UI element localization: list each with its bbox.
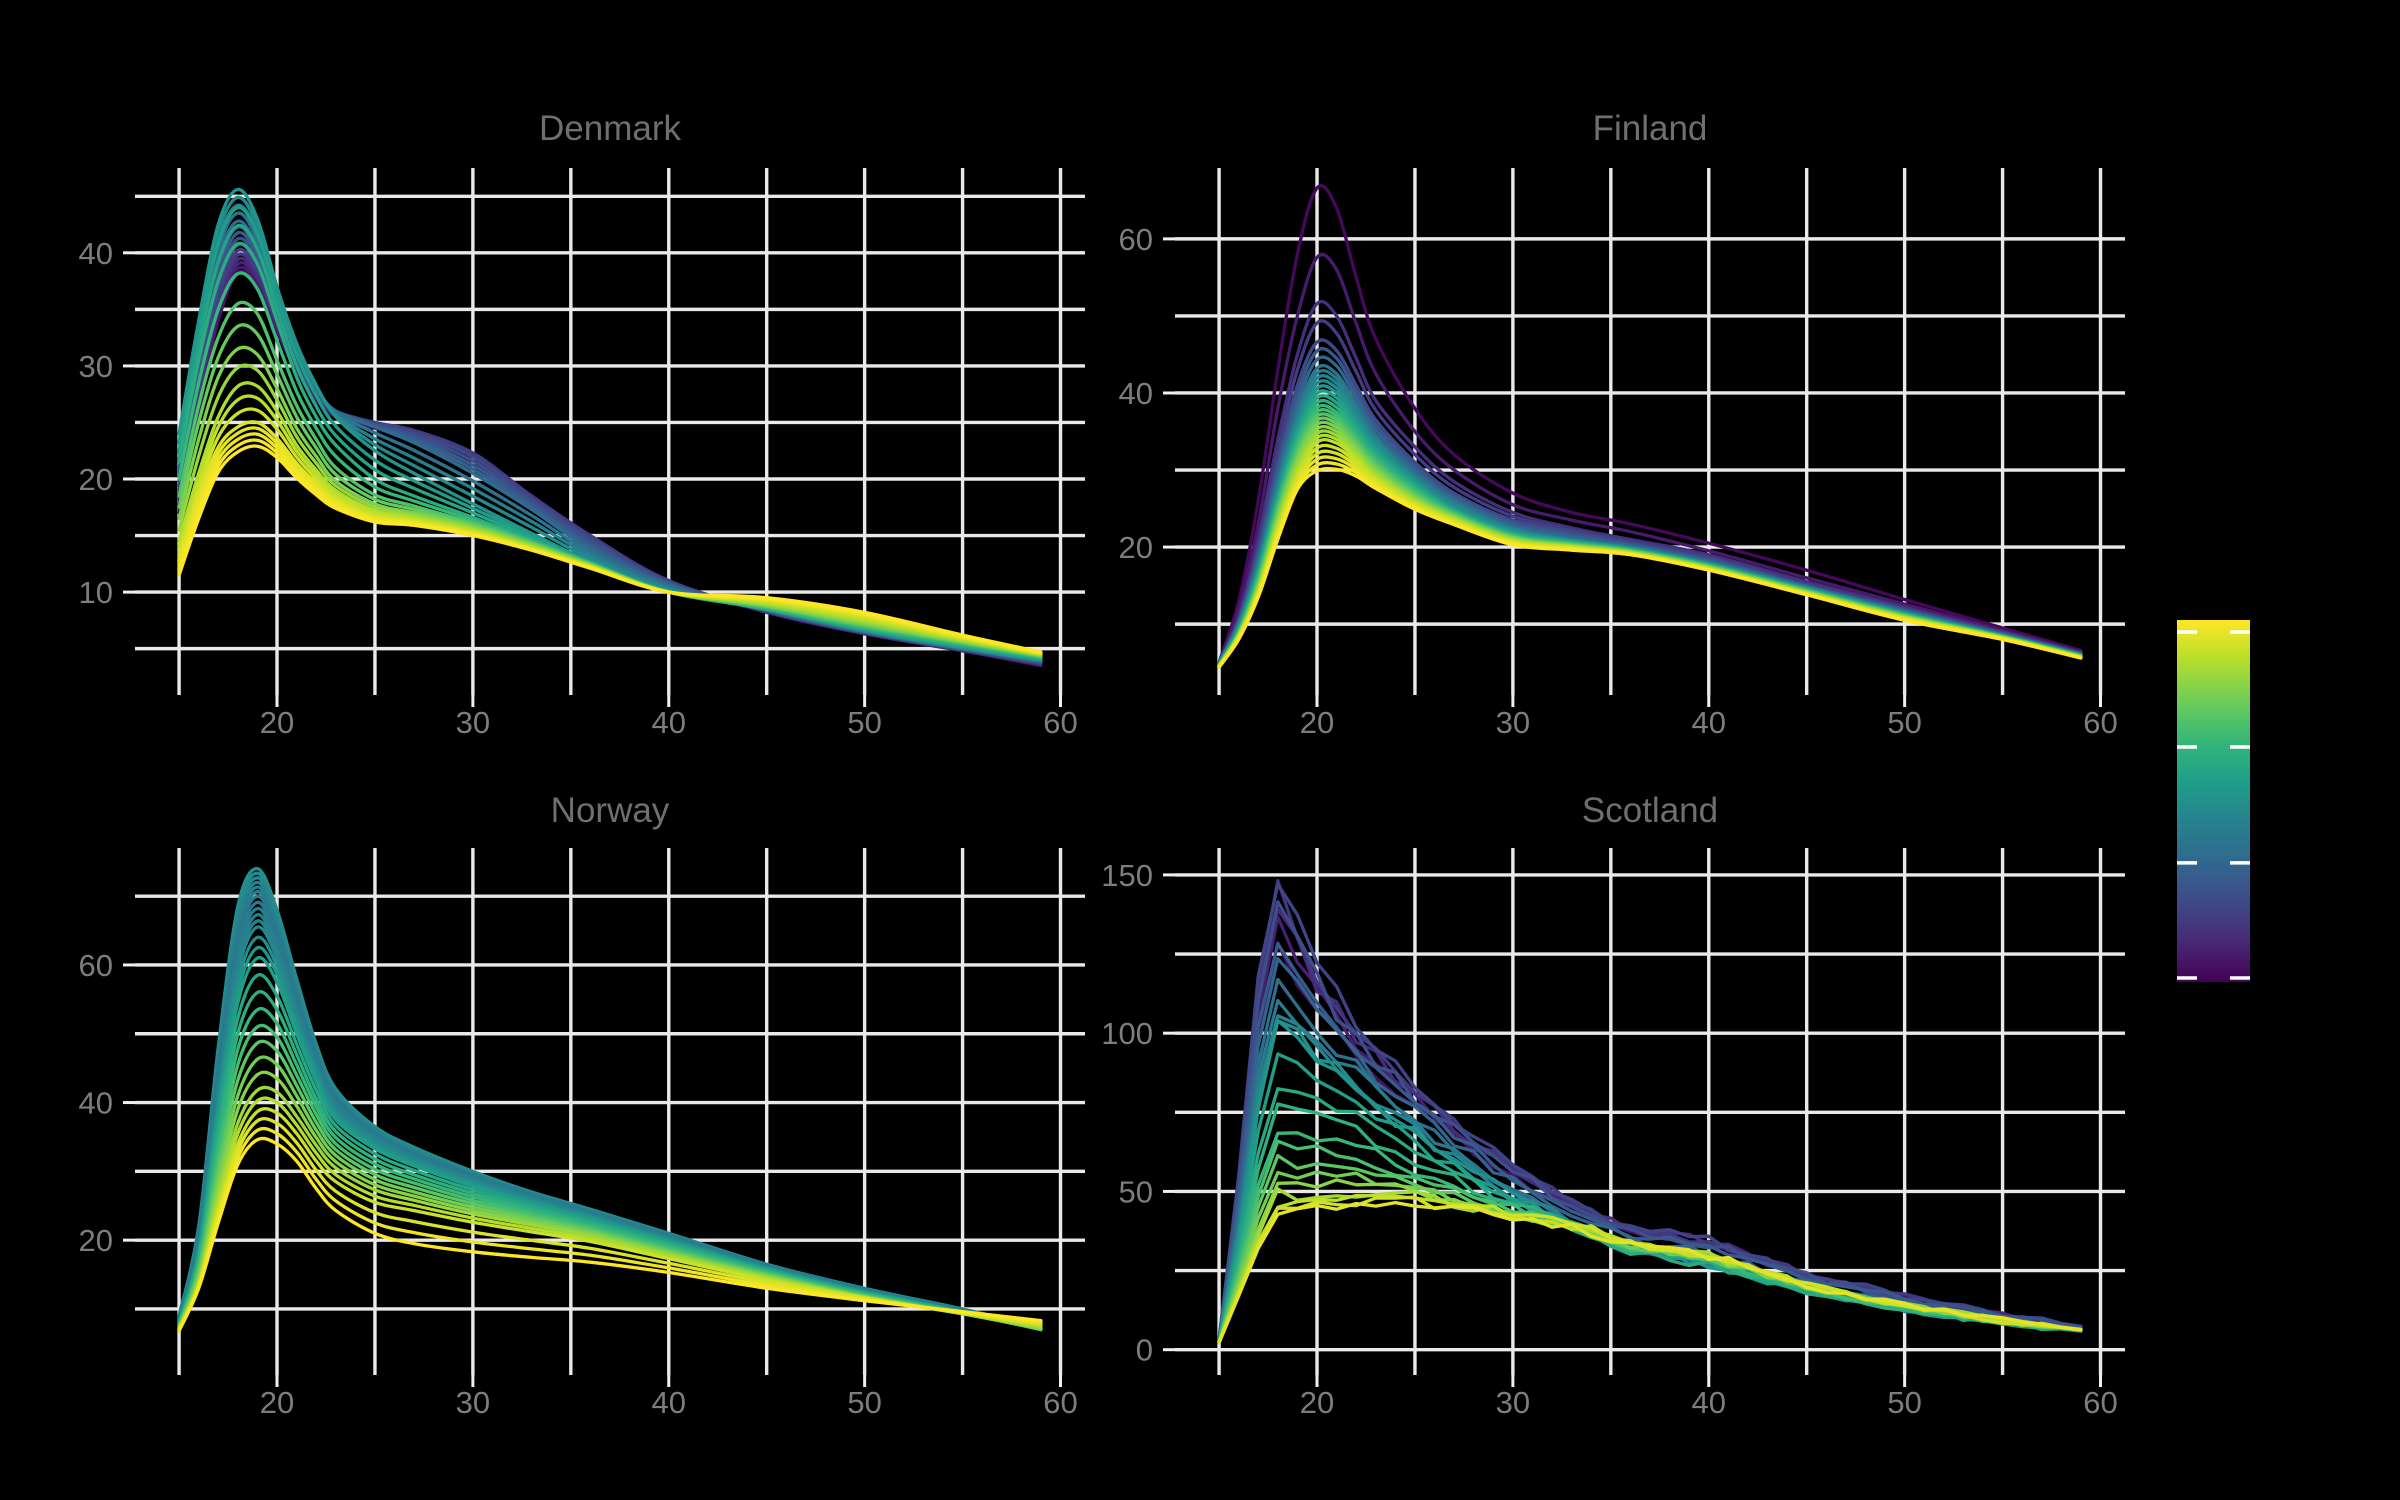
y-tick-label: 40	[79, 236, 113, 271]
y-tick-label: 0	[1136, 1333, 1153, 1368]
y-tick-label: 150	[1101, 858, 1153, 893]
series-lines	[177, 187, 1043, 668]
series-line	[1217, 466, 2083, 669]
x-tick-label: 40	[1692, 1385, 1726, 1420]
facet-denmark: 20 30 40 50 60 10 20 30 40 Denmark	[79, 109, 1085, 740]
series-line	[1217, 900, 2083, 1341]
facet-title-scotland: Scotland	[1582, 791, 1718, 830]
series-line	[177, 444, 1043, 654]
y-tick-label: 20	[1119, 530, 1153, 565]
y-tick-label: 20	[79, 462, 113, 497]
x-tick-label: 30	[1496, 705, 1530, 740]
y-tick-label: 40	[79, 1086, 113, 1121]
series-line	[177, 1107, 1043, 1332]
y-tick-label: 60	[1119, 222, 1153, 257]
facet-title-denmark: Denmark	[539, 109, 681, 148]
x-tick-label: 60	[2083, 705, 2117, 740]
x-tick-label: 40	[652, 705, 686, 740]
x-tick-label: 30	[456, 1385, 490, 1420]
x-tick-label: 20	[1300, 1385, 1334, 1420]
facet-finland: 20 30 40 50 60 20 40 60 Finland	[1119, 109, 2125, 740]
series-lines	[1217, 184, 2083, 669]
x-tick-label: 30	[456, 705, 490, 740]
series-lines	[1217, 878, 2083, 1345]
x-tick-label: 50	[1887, 705, 1921, 740]
y-tick-label: 50	[1119, 1174, 1153, 1209]
x-tick-label: 60	[1043, 705, 1077, 740]
facet-title-finland: Finland	[1593, 109, 1708, 148]
x-tick-label: 20	[1300, 705, 1334, 740]
y-tick-label: 60	[79, 948, 113, 983]
facet-scotland: 20 30 40 50 60 0 50 100 150 Scotland	[1101, 791, 2125, 1420]
x-tick-label: 30	[1496, 1385, 1530, 1420]
colorbar-legend	[2177, 620, 2250, 982]
x-tick-label: 40	[1692, 705, 1726, 740]
y-tick-label: 20	[79, 1223, 113, 1258]
y-tick-label: 40	[1119, 376, 1153, 411]
facet-title-norway: Norway	[551, 791, 670, 830]
y-tick-label: 100	[1101, 1016, 1153, 1051]
series-line	[1217, 942, 2083, 1341]
series-line	[1217, 184, 2083, 665]
x-tick-label: 60	[2083, 1385, 2117, 1420]
series-line	[177, 1117, 1043, 1332]
x-tick-label: 60	[1043, 1385, 1077, 1420]
y-tick-label: 10	[79, 575, 113, 610]
series-line	[177, 1136, 1043, 1333]
series-line	[1217, 1200, 2083, 1345]
x-tick-label: 50	[1887, 1385, 1921, 1420]
y-tick-label: 30	[79, 349, 113, 384]
series-line	[1217, 299, 2083, 665]
series-line	[1217, 252, 2083, 665]
series-lines	[177, 866, 1043, 1333]
x-tick-label: 50	[847, 1385, 881, 1420]
colorbar	[2177, 620, 2250, 982]
series-line	[1217, 319, 2083, 665]
series-line	[177, 1126, 1043, 1333]
x-tick-label: 20	[260, 1385, 294, 1420]
x-tick-label: 50	[847, 705, 881, 740]
facet-norway: 20 30 40 50 60 20 40 60 Norway	[79, 791, 1085, 1420]
x-tick-label: 40	[652, 1385, 686, 1420]
x-tick-label: 20	[260, 705, 294, 740]
